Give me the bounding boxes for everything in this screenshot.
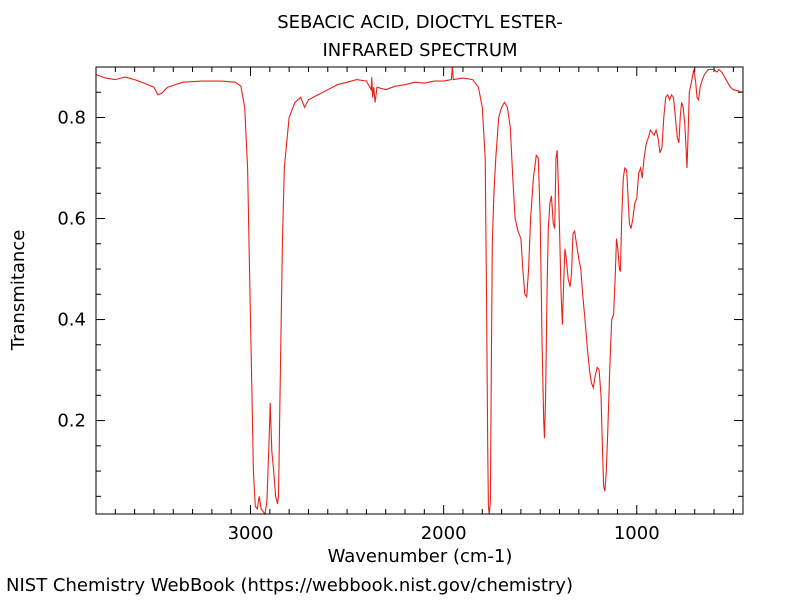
axis-ticks: [95, 67, 743, 514]
x-tick-label: 1000: [614, 523, 660, 544]
chart-title-line-1: SEBACIC ACID, DIOCTYL ESTER-: [277, 12, 563, 33]
source-footer: NIST Chemistry WebBook (https://webbook.…: [6, 575, 573, 596]
axis-tick-labels: 3000 2000 1000 0.2 0.4 0.6 0.8: [57, 108, 659, 544]
chart-title: SEBACIC ACID, DIOCTYL ESTER- INFRARED SP…: [277, 12, 563, 61]
y-axis-label: Transmitance: [8, 230, 29, 352]
y-tick-label: 0.2: [57, 411, 86, 432]
x-tick-label: 3000: [228, 523, 274, 544]
chart-title-line-2: INFRARED SPECTRUM: [322, 40, 517, 61]
x-axis-label: Wavenumber (cm-1): [328, 546, 513, 567]
y-tick-label: 0.4: [57, 310, 86, 331]
y-tick-label: 0.6: [57, 209, 86, 230]
x-tick-label: 2000: [421, 523, 467, 544]
spectrum-line: [95, 66, 744, 516]
plot-frame: [95, 66, 744, 515]
y-tick-label: 0.8: [57, 108, 86, 129]
